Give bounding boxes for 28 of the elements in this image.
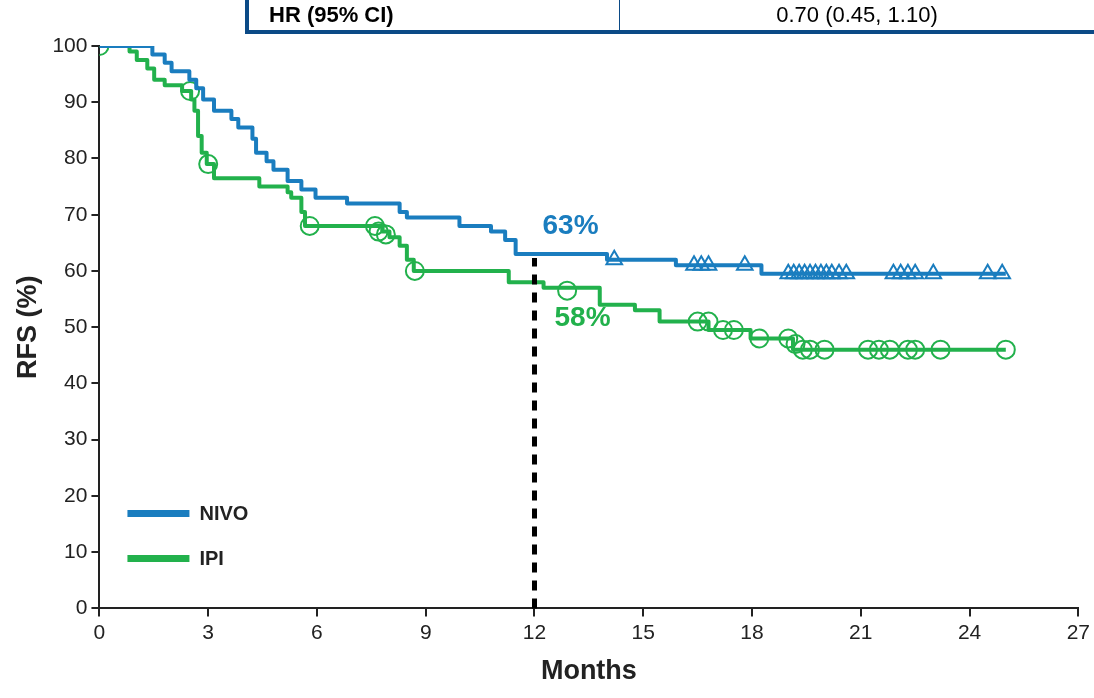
x-tick-label: 21 [849,619,873,643]
y-tick-label: 0 [75,595,88,619]
annotation: 58% [554,300,611,332]
y-axis-title: RFS (%) [11,275,42,379]
x-tick-label: 9 [419,619,432,643]
y-tick-label: 80 [64,145,88,169]
y-tick-label: 40 [64,370,88,394]
y-tick-label: 20 [64,482,88,506]
y-tick-label: 30 [64,426,88,450]
x-tick-label: 12 [522,619,547,643]
y-tick-label: 50 [64,314,88,337]
x-tick-label: 27 [1066,619,1090,643]
annotation: 63% [542,208,599,240]
x-tick-label: 18 [740,619,764,643]
x-tick-label: 6 [311,619,323,643]
y-tick-label: 60 [64,257,88,281]
legend-label: IPI [199,546,224,569]
table-frame: HR (95% CI) 0.70 (0.45, 1.10) [245,0,1094,34]
y-tick-label: 10 [64,538,88,562]
x-tick-label: 24 [957,619,982,643]
x-tick-label: 3 [202,619,215,643]
y-tick-label: 90 [64,89,88,113]
legend-label: NIVO [199,501,249,524]
y-tick-label: 100 [52,32,88,56]
x-tick-label: 0 [93,619,106,643]
y-tick-label: 70 [64,201,88,225]
x-axis-title: Months [540,655,637,686]
x-tick-label: 15 [631,619,655,643]
